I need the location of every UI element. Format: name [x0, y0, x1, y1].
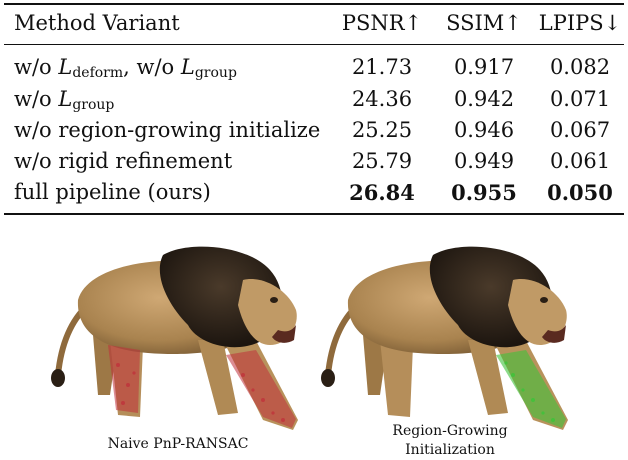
- table-row: w/o rigid refinement 25.79 0.949 0.061: [4, 149, 624, 179]
- ssim-value-best: 0.955: [451, 180, 517, 205]
- lion-illustration-right: [321, 246, 568, 430]
- table-row: full pipeline (ours) 26.84 0.955 0.050: [4, 180, 624, 210]
- table-header-row: Method Variant PSNR↑ SSIM↑ LPIPS↓: [4, 11, 624, 41]
- lpips-value: 0.071: [549, 87, 611, 111]
- caption-right-line2: Initialization: [405, 442, 495, 458]
- table-row: w/o region-growing initialize 25.25 0.94…: [4, 118, 624, 148]
- header-ssim: SSIM↑: [446, 11, 522, 35]
- table-row: w/o Lgroup 24.36 0.942 0.071: [4, 87, 624, 117]
- ssim-value: 0.949: [453, 149, 515, 173]
- table-mid-rule: [4, 44, 624, 45]
- table-top-rule: [4, 3, 624, 5]
- psnr-value: 25.25: [351, 118, 413, 142]
- table-bottom-rule: [4, 213, 624, 215]
- row-label: w/o Lgroup: [14, 87, 115, 113]
- lpips-value: 0.082: [549, 55, 611, 79]
- ssim-value: 0.946: [453, 118, 515, 142]
- header-lpips: LPIPS↓: [538, 11, 622, 35]
- ssim-value: 0.942: [453, 87, 515, 111]
- psnr-value: 24.36: [351, 87, 413, 111]
- lpips-value-best: 0.050: [547, 180, 613, 205]
- psnr-value-best: 26.84: [349, 180, 415, 205]
- row-label: full pipeline (ours): [14, 180, 211, 204]
- psnr-value: 21.73: [351, 55, 413, 79]
- header-psnr: PSNR↑: [341, 11, 423, 35]
- lion-illustration-left: [51, 246, 298, 430]
- caption-left: Naive PnP-RANSAC: [107, 436, 249, 452]
- header-method-variant: Method Variant: [14, 11, 180, 35]
- ssim-value: 0.917: [453, 55, 515, 79]
- caption-right-line1: Region-Growing: [392, 423, 508, 439]
- psnr-value: 25.79: [351, 149, 413, 173]
- row-label: w/o region-growing initialize: [14, 118, 321, 142]
- row-label: w/o Ldeform, w/o Lgroup: [14, 55, 237, 81]
- lpips-value: 0.061: [549, 149, 611, 173]
- row-label: w/o rigid refinement: [14, 149, 233, 173]
- lpips-value: 0.067: [549, 118, 611, 142]
- table-row: w/o Ldeform, w/o Lgroup 21.73 0.917 0.08…: [4, 55, 624, 85]
